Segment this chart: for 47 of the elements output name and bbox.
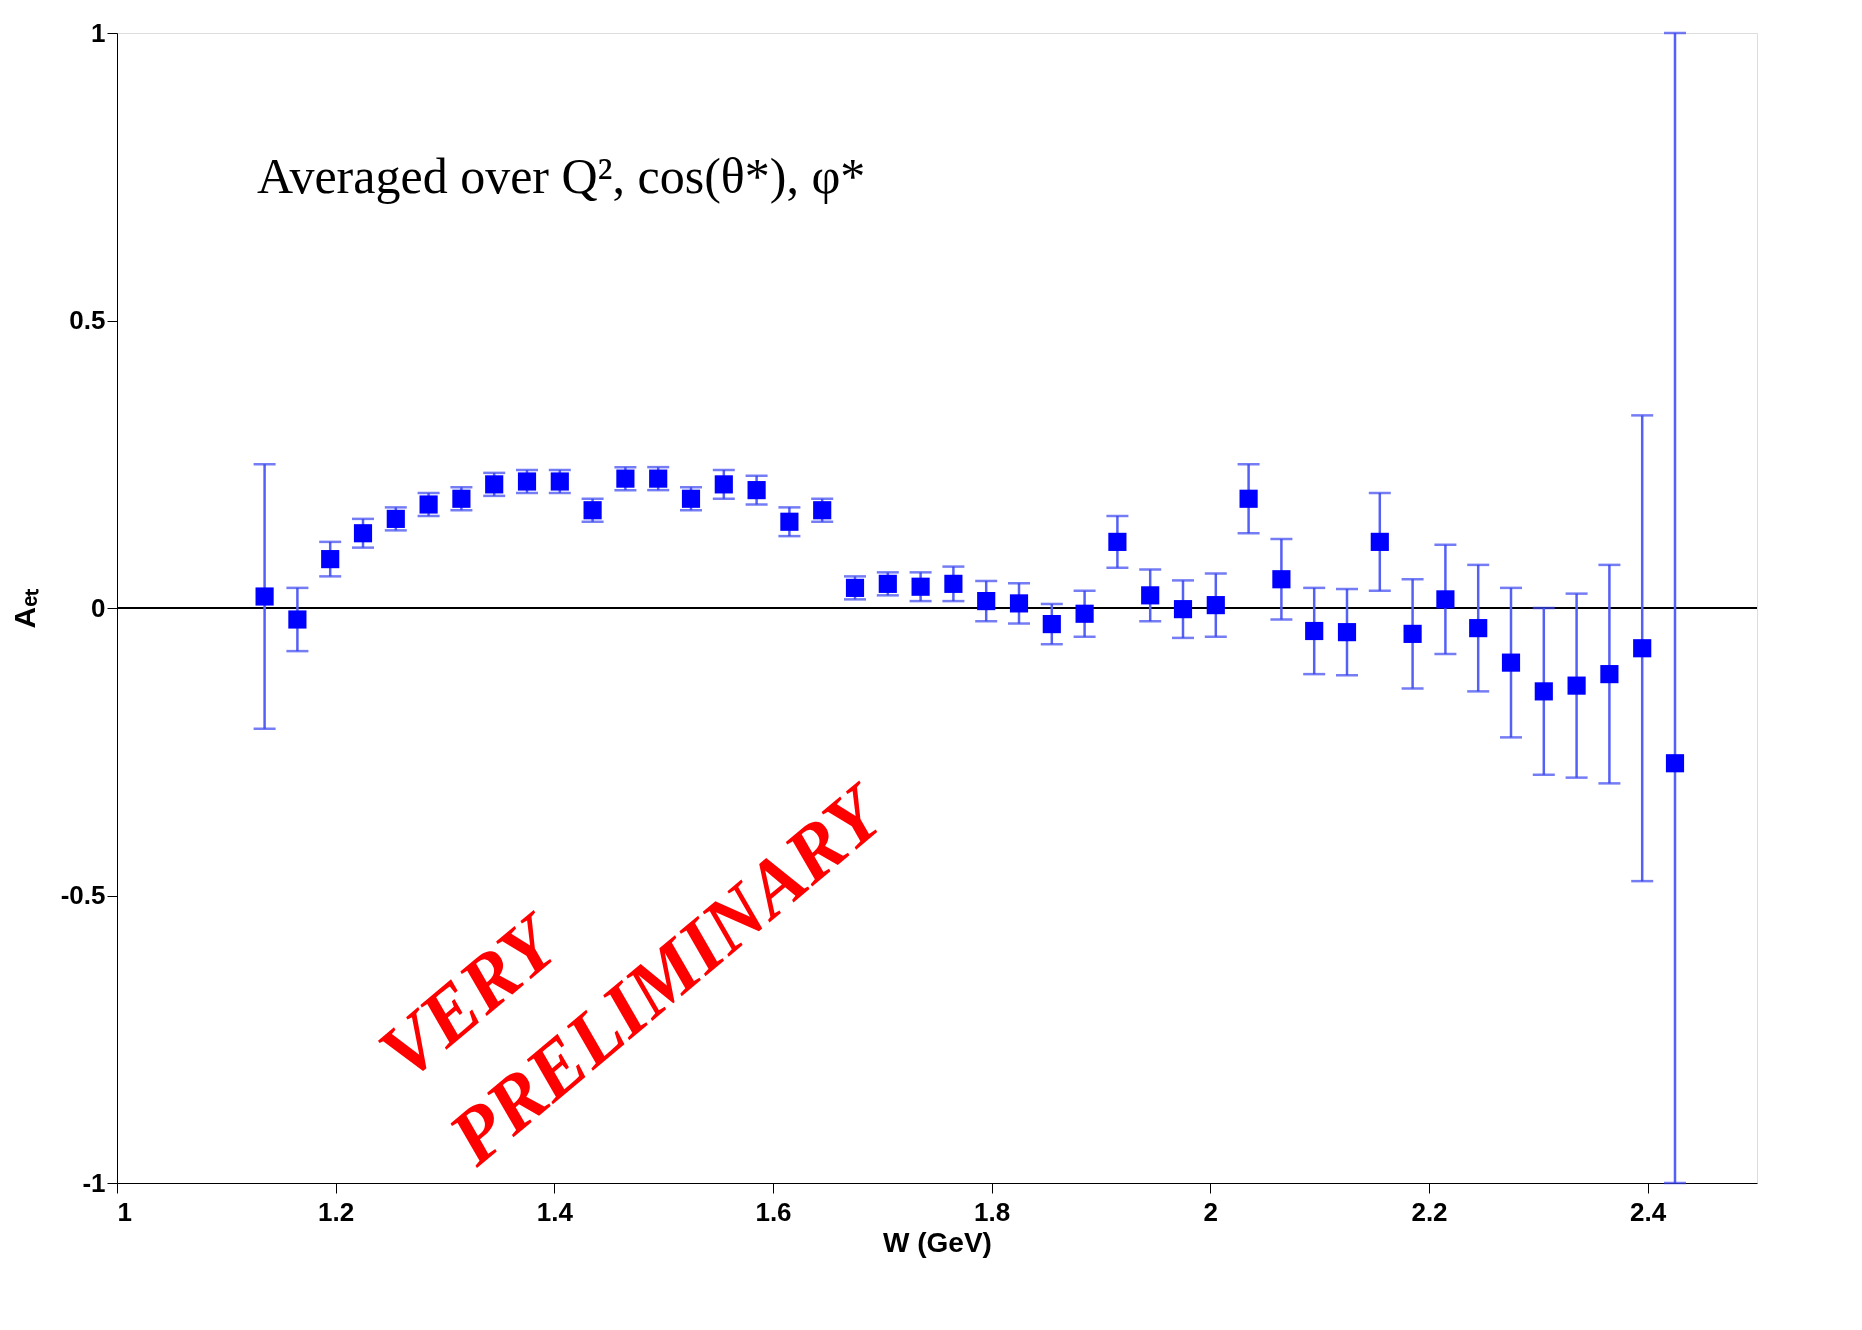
point <box>1173 600 1193 619</box>
point <box>1633 639 1652 658</box>
x-axis-title: W (GeV) <box>883 1226 992 1258</box>
point <box>1272 570 1291 589</box>
point <box>1108 532 1127 551</box>
x-tick-label: 2 <box>1203 1196 1219 1227</box>
point <box>1469 619 1488 638</box>
point <box>780 512 799 531</box>
point <box>1337 623 1357 642</box>
point <box>1665 754 1685 773</box>
point <box>1075 604 1094 623</box>
y-tick-label: 0.5 <box>69 305 106 335</box>
y-tick-label: -0.5 <box>60 880 106 910</box>
x-tick-label: 1.8 <box>974 1196 1011 1227</box>
point <box>1600 665 1619 684</box>
point <box>1206 596 1225 615</box>
y-tick-label: -1 <box>82 1167 106 1198</box>
x-tick-label: 1 <box>117 1196 132 1227</box>
point <box>1403 624 1422 643</box>
point <box>1009 594 1029 613</box>
point <box>977 592 996 611</box>
x-tick-label: 1.2 <box>318 1196 355 1227</box>
point <box>1534 682 1553 701</box>
point <box>321 550 340 569</box>
point <box>1141 586 1160 605</box>
point <box>1501 653 1521 672</box>
point <box>944 574 963 593</box>
point <box>353 524 373 543</box>
point <box>288 610 307 629</box>
point <box>747 481 766 500</box>
point <box>1042 615 1061 634</box>
y-axis-title: Aₑₜ <box>7 587 41 629</box>
point <box>255 587 274 606</box>
point <box>1436 590 1455 609</box>
annotation: Averaged over Q², cos(θ*), φ* <box>257 148 866 204</box>
point <box>1305 621 1324 641</box>
x-tick-label: 2.2 <box>1411 1196 1448 1227</box>
x-tick-label: 1.6 <box>755 1196 792 1227</box>
point <box>714 475 733 494</box>
point <box>1239 489 1258 508</box>
point <box>1370 532 1389 551</box>
point <box>911 577 930 596</box>
x-tick-label: 2.4 <box>1630 1196 1667 1227</box>
x-tick-label: 1.4 <box>536 1196 574 1227</box>
point <box>1567 676 1586 695</box>
y-tick-label: 0 <box>91 592 106 623</box>
y-tick-label: 1 <box>91 17 106 48</box>
